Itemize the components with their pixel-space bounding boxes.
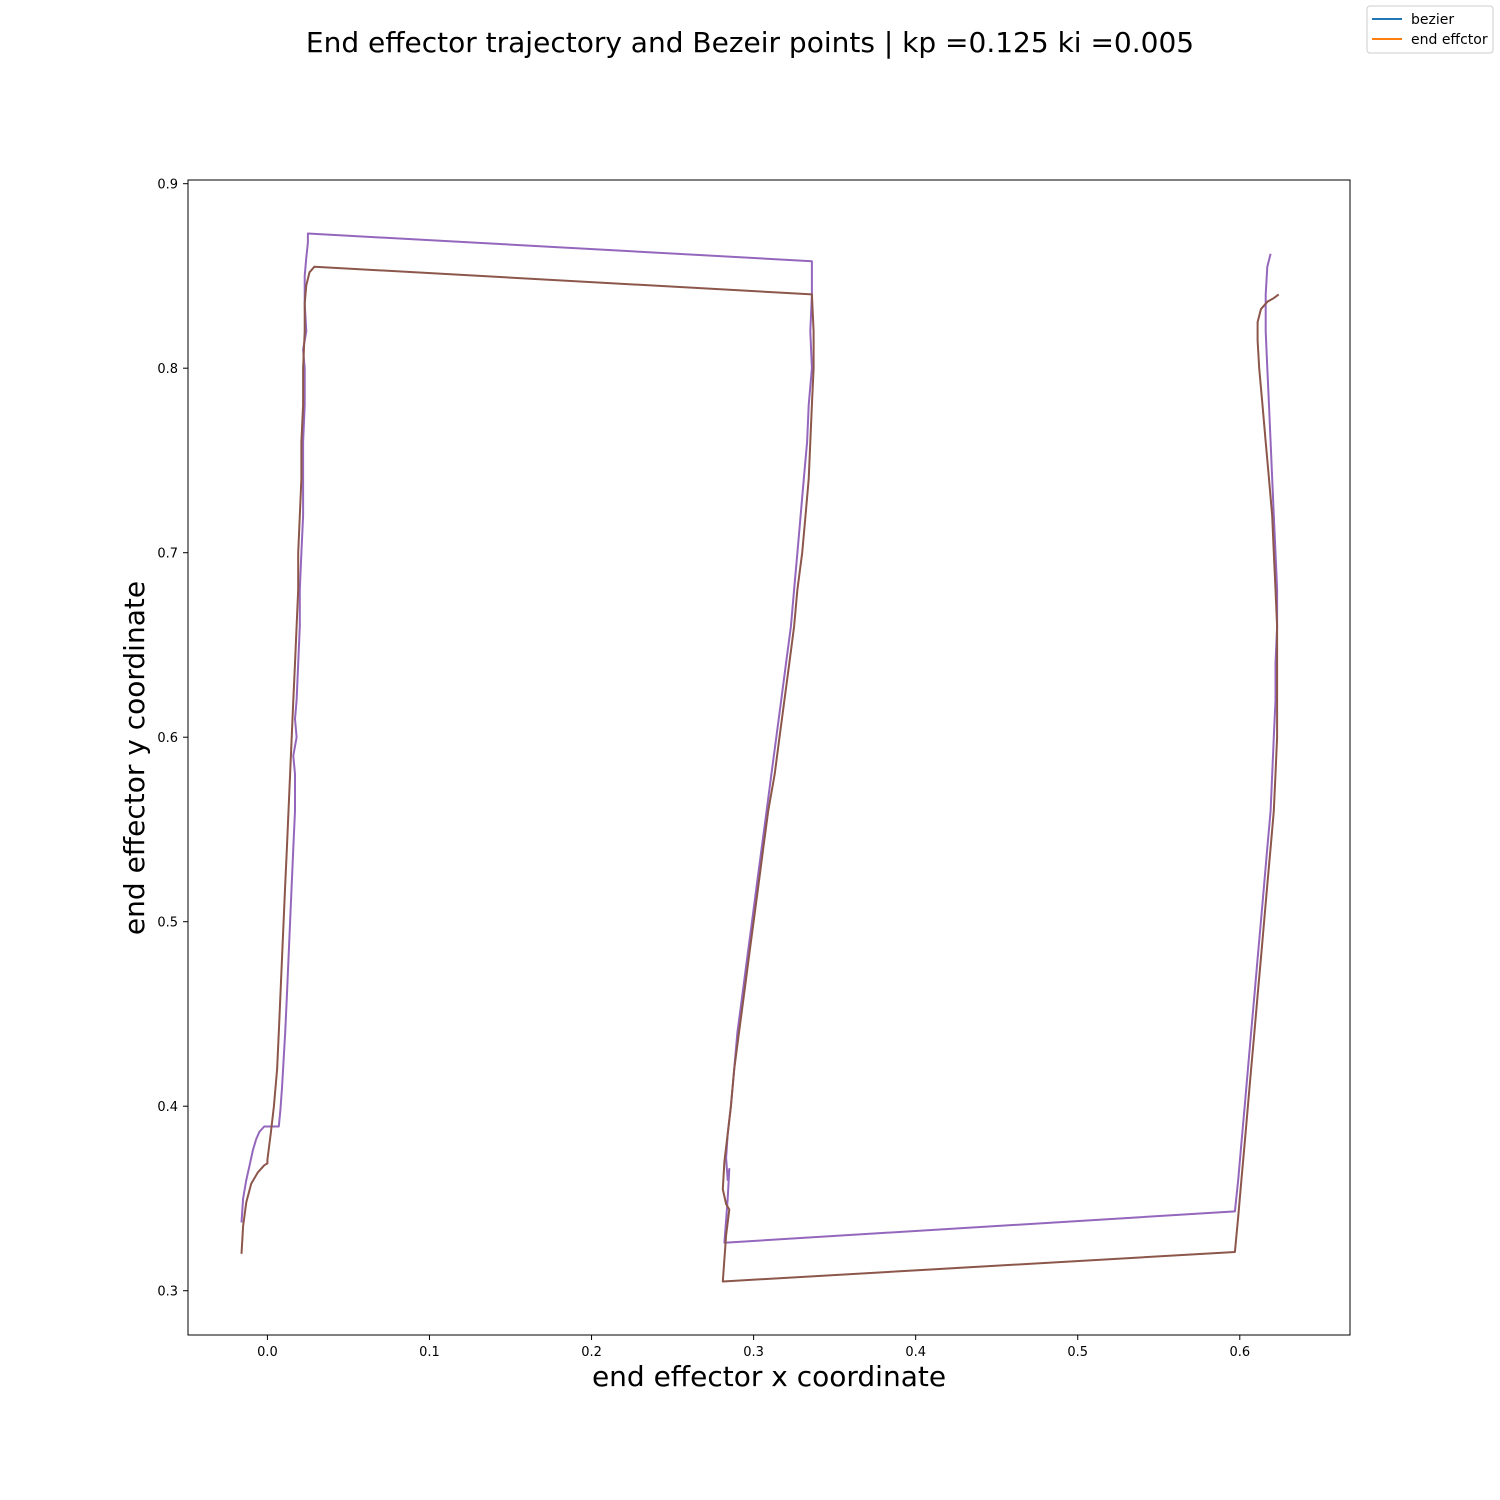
x-tick-label: 0.5 <box>1067 1345 1088 1360</box>
legend-label-bezier: bezier <box>1411 12 1454 28</box>
legend: bezier end effctor <box>1366 5 1494 54</box>
series-line-1 <box>240 265 1280 1283</box>
y-tick-label: 0.6 <box>157 731 178 746</box>
legend-label-end-effctor: end effctor <box>1411 32 1488 48</box>
y-axis-label: end effector y coordinate <box>118 581 151 935</box>
series-layer <box>240 232 1280 1283</box>
x-tick-label: 0.6 <box>1229 1345 1250 1360</box>
y-axis-ticks: 0.3 0.4 0.5 0.6 0.7 0.8 0.9 <box>157 178 188 1300</box>
x-tick-label: 0.3 <box>743 1345 764 1360</box>
y-tick-label: 0.8 <box>157 362 178 377</box>
x-tick-label: 0.1 <box>419 1345 440 1360</box>
x-tick-label: 0.0 <box>257 1345 278 1360</box>
y-tick-label: 0.9 <box>157 178 178 193</box>
legend-frame <box>1366 5 1494 54</box>
y-tick-label: 0.4 <box>157 1100 178 1115</box>
x-tick-label: 0.4 <box>905 1345 926 1360</box>
x-axis-ticks: 0.0 0.1 0.2 0.3 0.4 0.5 0.6 <box>257 1335 1250 1360</box>
chart-title: End effector trajectory and Bezeir point… <box>306 26 1194 59</box>
y-tick-label: 0.5 <box>157 916 178 931</box>
y-tick-label: 0.3 <box>157 1285 178 1300</box>
plot-area-frame <box>187 179 1351 1336</box>
x-tick-label: 0.2 <box>581 1345 602 1360</box>
y-tick-label: 0.7 <box>157 547 178 562</box>
x-axis-label: end effector x coordinate <box>592 1360 946 1393</box>
series-line-0 <box>240 232 1279 1244</box>
